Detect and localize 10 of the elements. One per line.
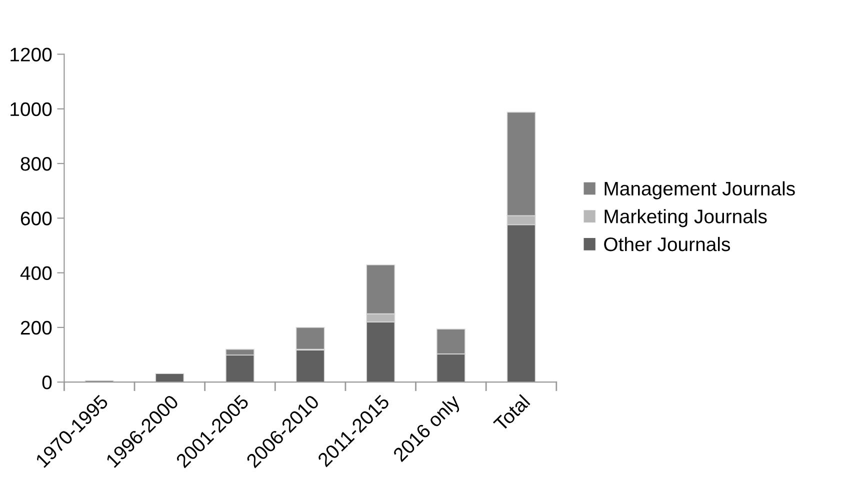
y-tick-label: 600 xyxy=(20,212,52,226)
y-tick-label: 400 xyxy=(20,266,52,280)
y-tick-label: 0 xyxy=(42,376,52,390)
y-tick-label: 800 xyxy=(20,156,52,171)
y-tick-label: 200 xyxy=(20,320,52,335)
legend-label: Marketing Journals xyxy=(604,209,767,228)
y-tick-label: 1000 xyxy=(10,102,52,116)
legend-label: Other Journals xyxy=(604,236,730,252)
y-tick-label: 1200 xyxy=(10,48,52,62)
legend-label: Management Journals xyxy=(604,181,795,200)
